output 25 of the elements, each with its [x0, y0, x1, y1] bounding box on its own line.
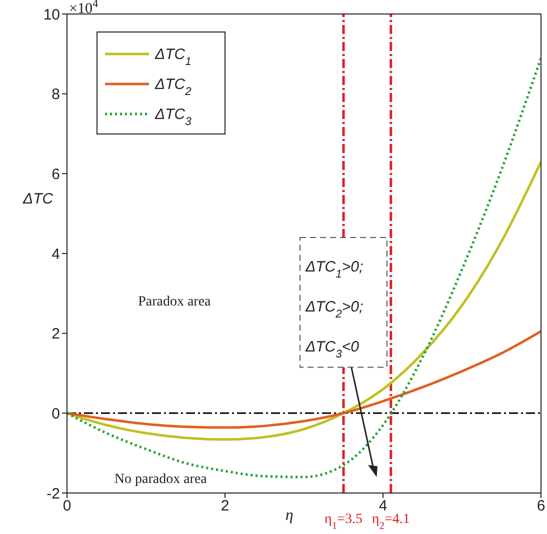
annotation: No paradox area	[114, 472, 208, 488]
x-axis-title: η	[285, 507, 294, 524]
line-series	[67, 160, 541, 441]
y-tick-label: 0	[52, 405, 60, 422]
ref-line-label: η$_{2}$=4.1	[372, 512, 410, 532]
annotation: ΔTC$_{2}$>0;	[304, 298, 364, 320]
ref-line-label: η$_{1}$=3.5	[324, 512, 362, 532]
legend-label: ΔTC$_{2}$	[154, 76, 192, 98]
y-tick-label: 8	[52, 86, 60, 104]
line-series	[67, 330, 541, 429]
annotation: Paradox area	[138, 294, 212, 310]
y-tick-label: 4	[52, 246, 60, 263]
x-tick-label: 4	[378, 498, 388, 515]
y-tick-label: 10	[43, 6, 60, 24]
legend-label: ΔTC$_{1}$	[154, 46, 192, 68]
annotation: ΔTC$_{3}$<0	[304, 338, 360, 360]
annotation: ΔTC$_{1}$>0;	[304, 258, 364, 280]
legend-label: ΔTC$_{3}$	[154, 106, 192, 128]
x-tick-label: 0	[62, 498, 72, 515]
x-tick-label: 6	[536, 498, 546, 515]
y-tick-label: 6	[52, 166, 60, 183]
y-axis-title: ΔTC	[22, 190, 54, 208]
y-tick-label: 2	[52, 326, 60, 343]
x-tick-label: 2	[220, 498, 230, 515]
y-tick-label: -2	[46, 485, 60, 502]
